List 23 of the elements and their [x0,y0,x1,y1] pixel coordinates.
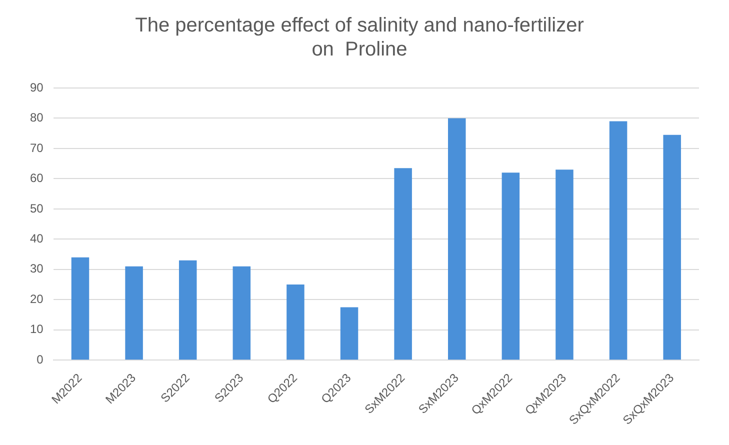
y-tick-label: 70 [30,140,44,155]
bar [448,118,466,360]
y-tick-label: 50 [30,201,44,216]
y-tick-label: 30 [30,262,44,276]
y-tick-label: 0 [36,352,44,366]
y-tick-label: 20 [30,292,44,306]
bar [125,266,143,360]
y-tick-label: 40 [30,231,44,246]
bar [663,134,681,360]
bar [502,172,520,360]
y-tick-label: 90 [30,80,44,94]
bar [71,257,90,360]
y-tick-label: 10 [30,322,44,336]
bar [286,284,304,360]
bar [340,307,358,360]
bar [556,170,574,360]
y-tick-label: 60 [30,171,44,186]
bar [394,168,412,360]
bar [178,260,197,360]
chart-title: The percentage effect of salinity and nano-fertilizer on Proline [135,14,584,61]
y-tick-label: 80 [30,110,44,125]
bar [232,266,251,360]
bar [609,121,628,360]
